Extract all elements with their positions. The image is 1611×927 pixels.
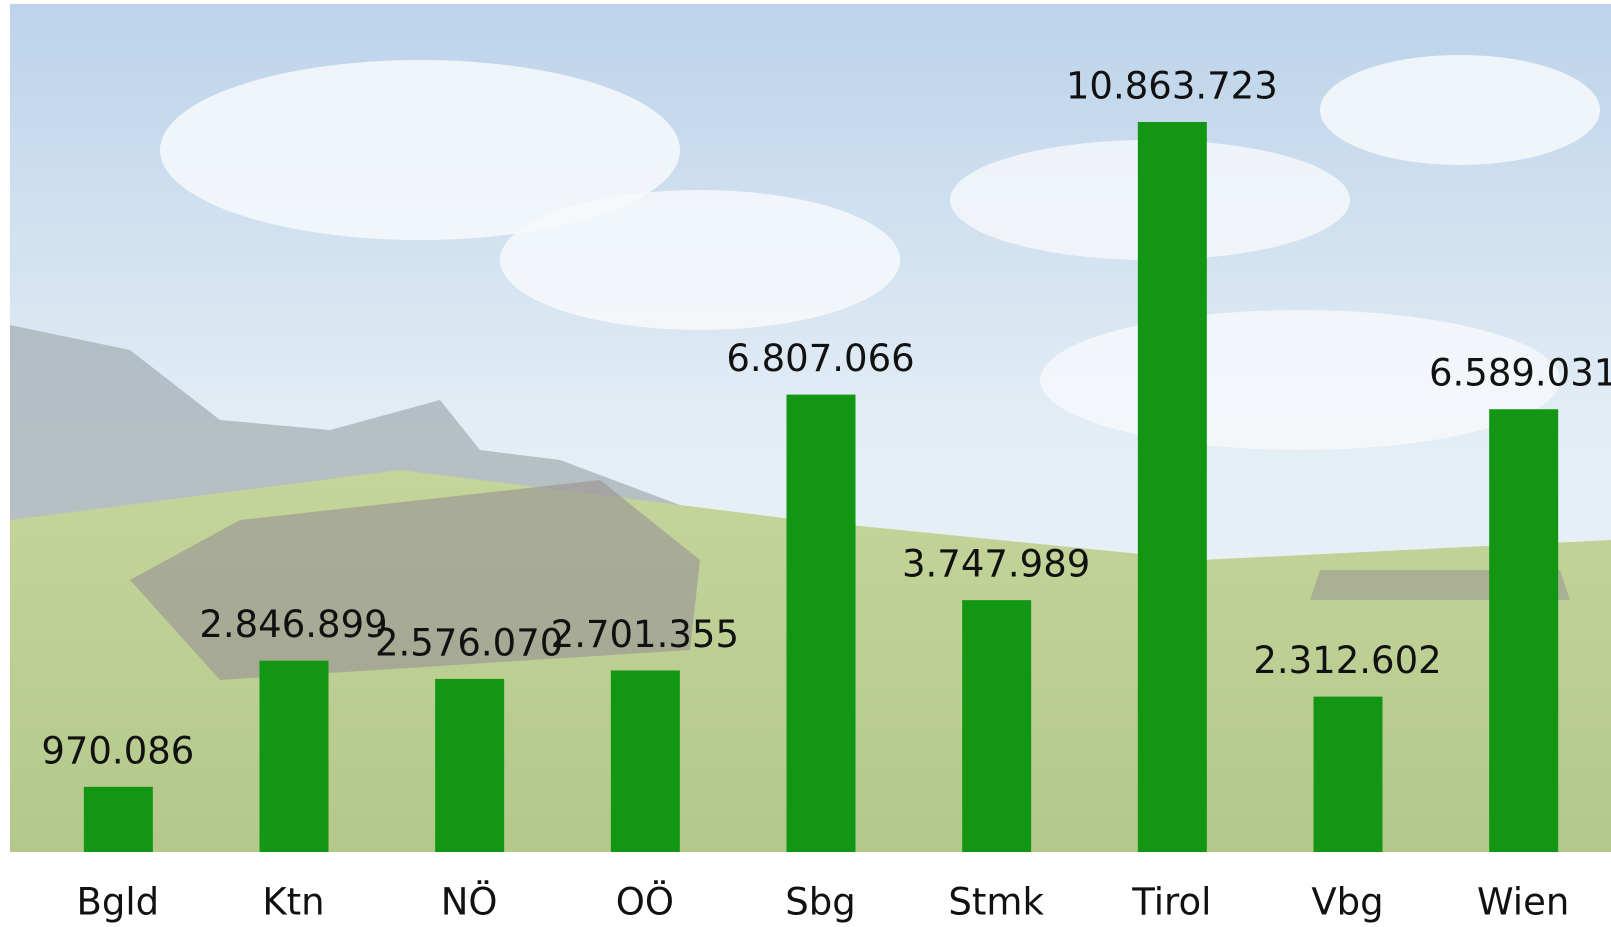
bar (260, 661, 329, 852)
value-label: 3.747.989 (902, 543, 1090, 586)
bar (84, 787, 153, 852)
value-label: 2.701.355 (551, 613, 739, 656)
bar (1489, 409, 1558, 852)
value-label: 2.576.070 (375, 621, 563, 664)
value-label: 6.589.031 (1429, 352, 1611, 395)
bar (1138, 122, 1207, 852)
value-label: 6.807.066 (726, 337, 914, 380)
bar (1314, 697, 1383, 852)
x-tick-label: Wien (1477, 881, 1569, 924)
value-label: 2.312.602 (1253, 639, 1441, 682)
chart: 970.086 Bgld 2.846.899 Ktn 2.576.070 NÖ 2.701.… (0, 0, 1611, 927)
x-tick-label: Ktn (262, 881, 324, 924)
x-tick-label: Tirol (1131, 881, 1211, 924)
value-label: 970.086 (41, 729, 194, 772)
x-tick-label: Bgld (77, 881, 160, 924)
x-tick-label: Stmk (948, 881, 1044, 924)
value-label: 2.846.899 (199, 603, 387, 646)
x-tick-label: OÖ (616, 881, 674, 924)
x-tick-label: Vbg (1311, 881, 1383, 924)
bar (611, 670, 680, 852)
x-tick-label: Sbg (785, 881, 855, 924)
value-label: 10.863.723 (1066, 65, 1278, 108)
x-tick-label: NÖ (441, 881, 498, 924)
bar (787, 395, 856, 852)
bar (962, 600, 1031, 852)
bar (435, 679, 504, 852)
